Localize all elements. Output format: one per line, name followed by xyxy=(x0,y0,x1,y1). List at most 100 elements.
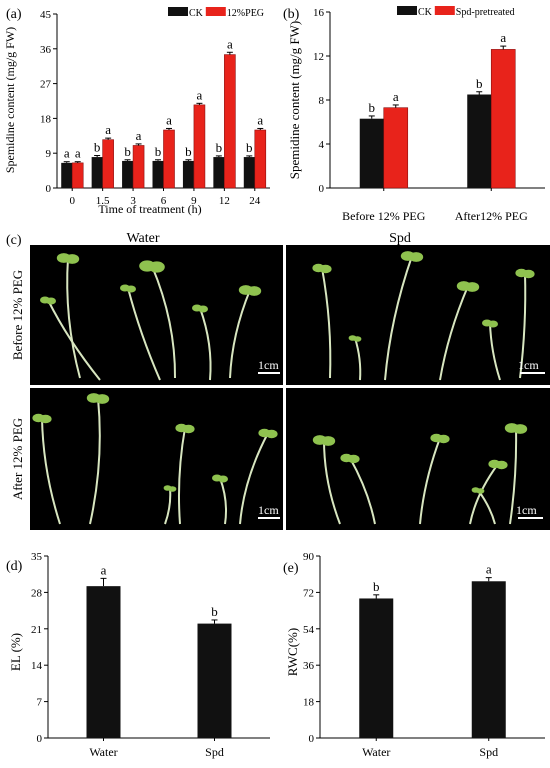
seedling-leaf xyxy=(247,286,262,296)
bar xyxy=(102,139,114,189)
seedling-stem xyxy=(384,255,413,381)
seedling-stem xyxy=(349,457,376,525)
significance-letter: a xyxy=(166,112,172,127)
x-tick-label: Spd xyxy=(479,745,498,759)
chart-b: (b) 0 4 8 12 16 Spemidine content (mg/g FW) b a… xyxy=(283,6,545,223)
y-tick-label: 72 xyxy=(303,587,314,599)
seedling-stem xyxy=(127,287,161,381)
significance-letter: b xyxy=(211,604,218,619)
legend-swatch xyxy=(168,7,188,16)
seedling-stem xyxy=(439,285,469,381)
panel-label-d: (d) xyxy=(6,559,23,574)
panel-label-e: (e) xyxy=(283,561,299,576)
y-tick-label: 9 xyxy=(46,148,52,160)
bar xyxy=(163,129,175,189)
seedling-stem xyxy=(89,397,101,525)
seedling-stem xyxy=(519,272,527,379)
significance-letter: a xyxy=(101,562,107,577)
y-tick-label: 27 xyxy=(40,79,52,91)
seedling-leaf xyxy=(353,336,362,342)
bar xyxy=(243,157,255,188)
y-tick-label: 0 xyxy=(46,183,52,195)
seedling-leaf xyxy=(347,454,360,464)
bar xyxy=(91,157,103,188)
x-tick-label: 12 xyxy=(219,195,230,207)
bar xyxy=(182,160,194,188)
seedling-stem xyxy=(177,427,186,525)
x-tick-label: 9 xyxy=(191,195,197,207)
seedling-stem xyxy=(509,427,518,525)
seedling-leaf xyxy=(182,424,195,434)
x-tick-label: Before 12% PEG xyxy=(342,209,426,223)
seedling-leaf xyxy=(218,475,228,483)
legend-label: CK xyxy=(418,7,433,18)
seedling-leaf xyxy=(321,436,336,446)
chart-d: (d) 0 7 14 21 28 35 EL (%) a Water b Spd xyxy=(6,551,270,759)
y-tick-label: 90 xyxy=(303,551,315,563)
x-tick-label: 1.5 xyxy=(96,195,110,207)
y-axis-label: Spemidine content (mg/g FW) xyxy=(287,21,302,180)
seedling-stem xyxy=(199,307,212,381)
significance-letter: b xyxy=(185,144,192,159)
bar xyxy=(490,49,516,189)
seedling-leaf xyxy=(319,264,332,274)
significance-letter: b xyxy=(476,76,483,91)
panel-label-c: (c) xyxy=(6,233,22,248)
photo-spd-after xyxy=(286,388,550,530)
bar xyxy=(71,162,84,189)
significance-letter: a xyxy=(197,87,203,102)
significance-letter: b xyxy=(369,100,376,115)
scale-bar-2: 1cm xyxy=(518,358,545,374)
x-tick-label: After12% PEG xyxy=(455,209,528,223)
seedling-stem xyxy=(323,439,341,525)
seedling-leaf xyxy=(513,424,528,434)
y-tick-label: 36 xyxy=(303,660,315,672)
significance-letter: a xyxy=(64,146,70,161)
seedling-leaf xyxy=(476,488,485,494)
significance-letter: a xyxy=(227,36,233,51)
bar xyxy=(383,107,409,189)
bar xyxy=(86,586,121,738)
scale-bar-label: 1cm xyxy=(258,358,279,372)
seedling-leaf xyxy=(488,320,498,328)
seedling-leaf xyxy=(46,297,56,305)
y-tick-label: 36 xyxy=(40,44,52,56)
bar xyxy=(467,94,492,188)
significance-letter: b xyxy=(216,140,223,155)
seedling-stem xyxy=(151,265,177,379)
panel-label-b: (b) xyxy=(283,7,300,22)
bar xyxy=(132,145,145,189)
significance-letter: b xyxy=(246,140,253,155)
significance-letter: a xyxy=(486,562,492,577)
seedling-leaf xyxy=(437,434,450,444)
seedling-stem xyxy=(229,289,251,379)
seedling-stem xyxy=(41,417,61,525)
y-tick-label: 18 xyxy=(303,697,315,709)
significance-letter: b xyxy=(373,579,380,594)
scale-bar-label: 1cm xyxy=(516,503,537,517)
seedling-leaf xyxy=(95,394,110,404)
photo-water-after xyxy=(30,388,283,530)
seedling-stem xyxy=(419,437,441,525)
seedling-stem xyxy=(66,257,81,379)
col-label-spd: Spd xyxy=(389,231,411,246)
bar xyxy=(197,623,232,738)
seedling-leaf xyxy=(265,429,278,439)
bar xyxy=(193,104,206,189)
y-tick-label: 18 xyxy=(40,113,52,125)
significance-letter: b xyxy=(94,140,101,155)
legend-label: 12%PEG xyxy=(227,8,264,19)
seedling-leaf xyxy=(495,460,508,470)
x-tick-label: Water xyxy=(362,745,390,759)
y-tick-label: 28 xyxy=(31,587,43,599)
bar xyxy=(213,157,225,188)
bar xyxy=(359,598,394,738)
y-tick-label: 0 xyxy=(309,733,315,745)
x-tick-label: 3 xyxy=(130,195,136,207)
chart-e: (e) 0 18 36 54 72 90 RWC(%) b Water a Spd xyxy=(283,551,545,759)
bar xyxy=(224,54,236,189)
x-tick-label: 0 xyxy=(69,195,75,207)
y-axis-label: Spemidine content (mg/g FW) xyxy=(3,27,17,173)
row-label-before: Before 12% PEG xyxy=(10,270,25,360)
photo-panel-c: (c) Water Spd Before 12% PEG After 12% P… xyxy=(6,231,550,530)
